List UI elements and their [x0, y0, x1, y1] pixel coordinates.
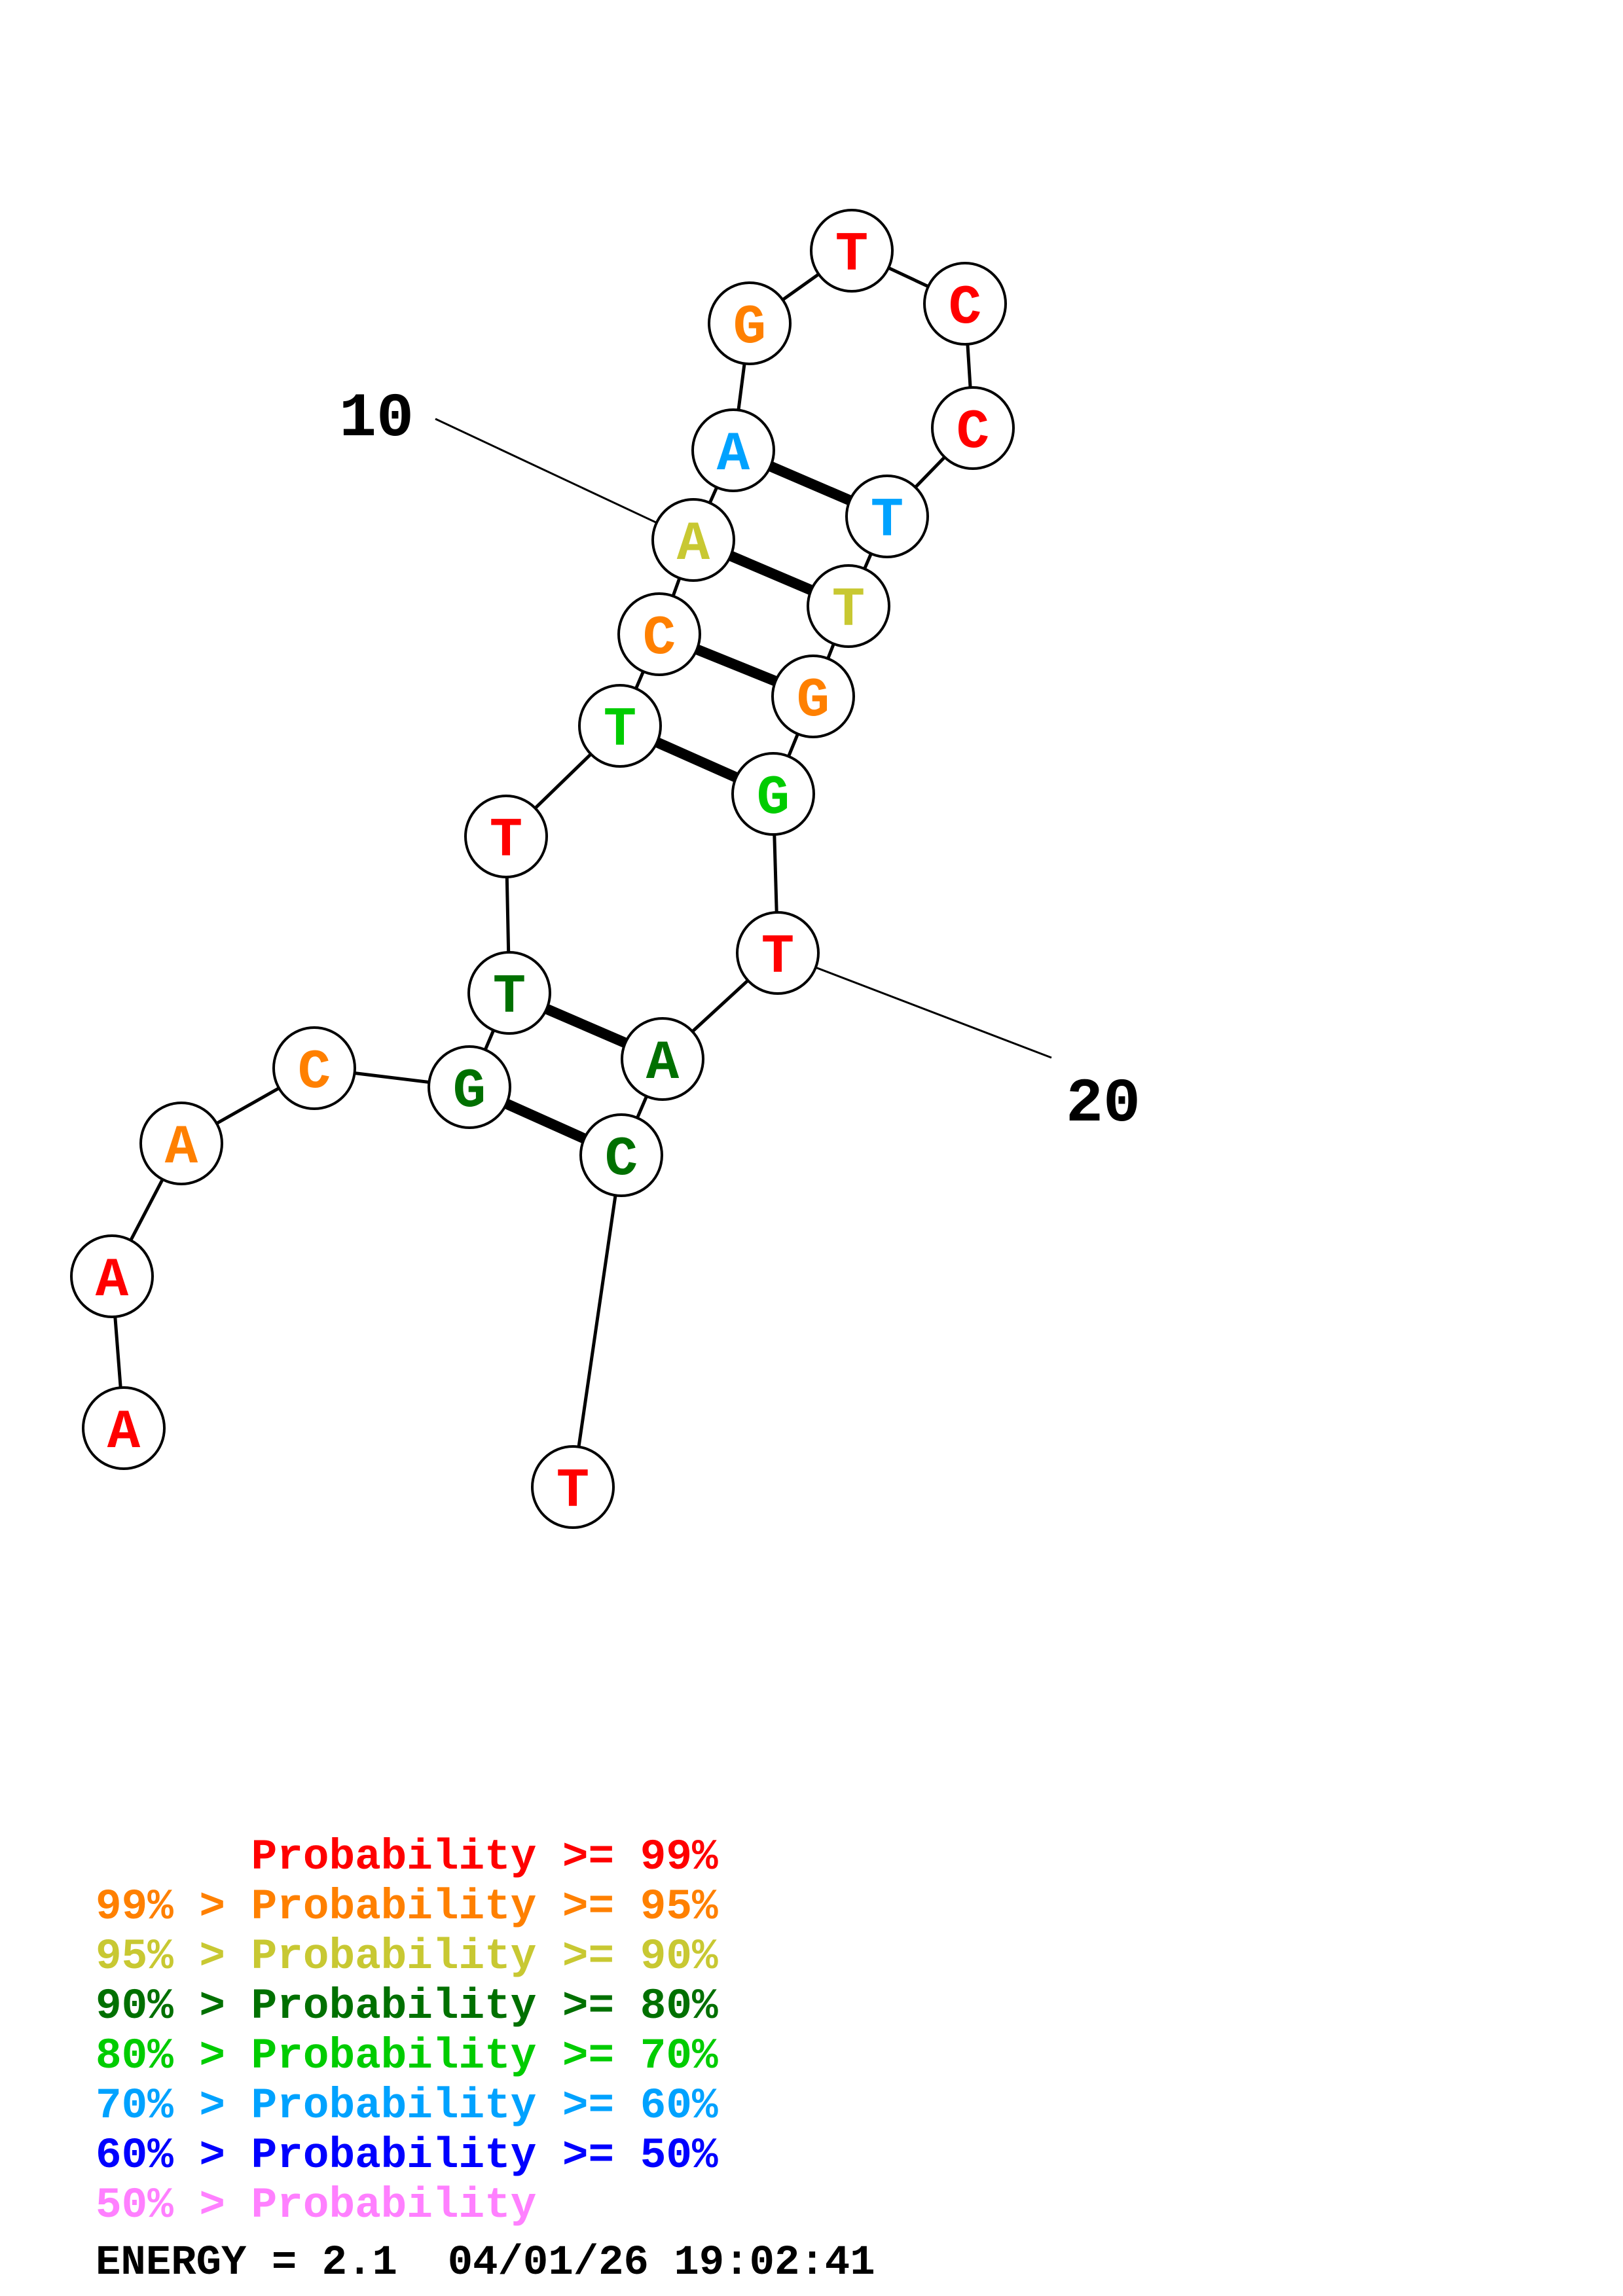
legend-row: 60% > Probability >= 50%	[96, 2131, 718, 2180]
nucleotide-circle	[736, 911, 820, 995]
legend-row: 90% > Probability >= 80%	[96, 1982, 718, 2031]
nucleotide-letter: G	[797, 670, 830, 732]
nucleotide-letter: C	[643, 608, 676, 670]
nucleotide-letter: T	[556, 1461, 589, 1523]
leader-line	[435, 418, 694, 541]
nucleotide-circle	[691, 408, 775, 492]
nucleotide-letter: T	[493, 967, 526, 1029]
nucleotide-letter: A	[717, 424, 750, 486]
nucleotide-circle	[708, 281, 792, 365]
nucleotide-circle	[617, 592, 701, 676]
nucleotide-letter: A	[165, 1117, 198, 1179]
nucleotide-letter: A	[107, 1402, 141, 1464]
nucleotide-letter: G	[733, 297, 766, 359]
nucleotide-circle	[810, 209, 894, 293]
backbone-line	[571, 1155, 623, 1488]
position-label: 10	[339, 384, 414, 454]
nucleotide-circle	[807, 564, 890, 648]
nucleotide-letter: C	[957, 402, 989, 464]
leader-line	[777, 952, 1052, 1059]
nucleotide-letter: C	[949, 278, 981, 340]
nucleotide-circle	[731, 752, 815, 836]
nucleotide-circle	[771, 655, 855, 738]
nucleotide-letter: G	[757, 768, 790, 830]
nucleotide-letter: T	[761, 927, 794, 989]
legend-row: 50% > Probability	[96, 2181, 537, 2230]
nucleotide-letter: A	[646, 1033, 680, 1095]
nucleotide-circle	[70, 1234, 154, 1318]
nucleotide-circle	[82, 1386, 166, 1470]
nucleotide-letter: T	[835, 224, 868, 287]
nucleotide-letter: T	[832, 580, 865, 642]
nucleotide-letter: T	[490, 810, 522, 872]
nucleotide-letter: T	[604, 700, 636, 762]
nucleotide-circle	[579, 1113, 663, 1197]
nucleotide-circle	[621, 1017, 704, 1101]
nucleotide-letter: G	[453, 1061, 486, 1123]
legend-row: 99% > Probability >= 95%	[96, 1882, 718, 1931]
legend: Probability >= 99% 99% > Probability >= 9…	[96, 1833, 718, 2231]
nucleotide-circle	[467, 951, 551, 1035]
nucleotide-circle	[464, 795, 548, 878]
nucleotide-circle	[931, 386, 1015, 470]
legend-row: 95% > Probability >= 90%	[96, 1932, 718, 1981]
nucleotide-circle	[845, 475, 929, 558]
nucleotide-letter: T	[871, 490, 903, 552]
nucleotide-circle	[139, 1102, 223, 1185]
nucleotide-circle	[531, 1445, 615, 1529]
nucleotide-circle	[923, 262, 1007, 346]
nucleotide-circle	[272, 1026, 356, 1110]
legend-row: Probability >= 99%	[96, 1833, 718, 1882]
nucleotide-circle	[578, 684, 662, 768]
position-label: 20	[1066, 1069, 1140, 1139]
nucleotide-circle	[651, 498, 735, 582]
energy-text: ENERGY = 2.1 04/01/26 19:02:41	[96, 2240, 875, 2287]
nucleotide-letter: A	[96, 1250, 129, 1312]
nucleotide-circle	[428, 1045, 511, 1129]
nucleotide-letter: C	[605, 1129, 638, 1191]
legend-row: 70% > Probability >= 60%	[96, 2081, 718, 2130]
nucleotide-letter: A	[677, 514, 710, 576]
legend-row: 80% > Probability >= 70%	[96, 2032, 718, 2081]
nucleotide-letter: C	[298, 1042, 331, 1104]
